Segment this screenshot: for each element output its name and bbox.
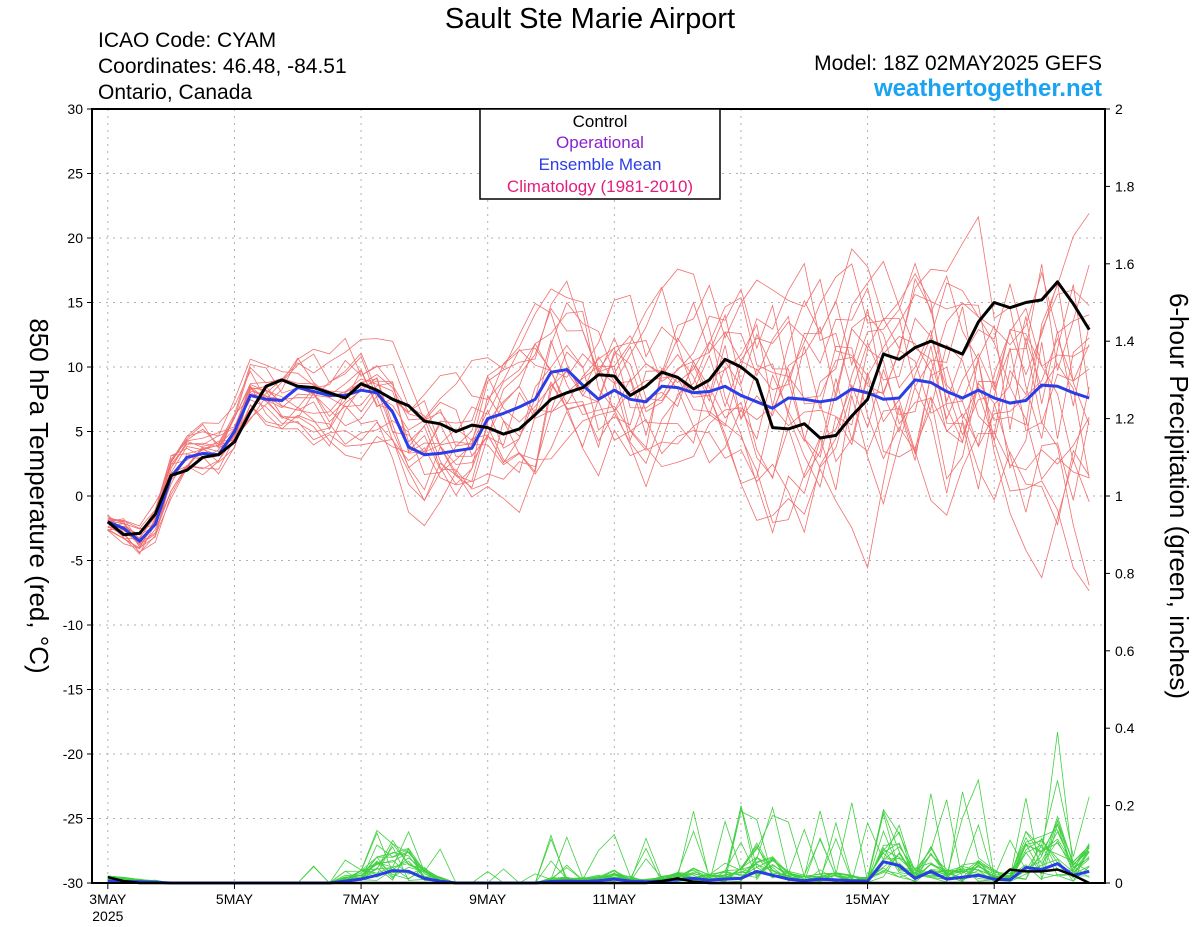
y2-tick-label: 1.4 bbox=[1115, 333, 1135, 349]
y-tick-label: -15 bbox=[63, 682, 83, 698]
y2-tick-label: 0 bbox=[1115, 875, 1123, 891]
temp-member-line bbox=[107, 297, 1090, 536]
y-tick-label: -10 bbox=[63, 617, 83, 633]
y-tick-label: 5 bbox=[75, 424, 83, 440]
temp-member-line bbox=[107, 288, 1090, 570]
y-tick-label: 10 bbox=[67, 359, 83, 375]
y-axis-label: 850 hPa Temperature (red, °C) bbox=[24, 318, 54, 673]
y-tick-label: 20 bbox=[67, 230, 83, 246]
legend: Control Operational Ensemble Mean Climat… bbox=[479, 108, 721, 200]
temp-member-line bbox=[107, 268, 1090, 540]
ensemble-mean-temp-line bbox=[107, 368, 1090, 543]
control-temp-line bbox=[106, 280, 1091, 537]
legend-operational: Operational bbox=[556, 133, 644, 152]
x-tick-label: 3MAY bbox=[89, 891, 127, 907]
precip-member-line bbox=[107, 798, 1090, 884]
axis-ticks: 302520151050-5-10-15-20-25-3021.81.61.41… bbox=[63, 101, 1135, 924]
x-tick-year: 2025 bbox=[92, 908, 123, 924]
coordinates: Coordinates: 46.48, -84.51 bbox=[98, 55, 347, 78]
y2-tick-label: 0.8 bbox=[1115, 565, 1135, 581]
x-tick-label: 7MAY bbox=[343, 891, 381, 907]
precip-member-line bbox=[107, 731, 1090, 884]
x-tick-label: 9MAY bbox=[469, 891, 507, 907]
temp-member-line bbox=[107, 282, 1090, 553]
temp-member-line bbox=[107, 289, 1090, 546]
y-tick-label: 30 bbox=[67, 101, 83, 117]
legend-box bbox=[479, 108, 721, 200]
temp-member-line bbox=[107, 282, 1090, 555]
y2-tick-label: 0.6 bbox=[1115, 643, 1135, 659]
precip-member-line bbox=[107, 810, 1090, 884]
temp-member-line bbox=[107, 263, 1090, 550]
x-tick-label: 5MAY bbox=[216, 891, 254, 907]
site-link[interactable]: weathertogether.net bbox=[873, 75, 1102, 102]
x-tick-label: 15MAY bbox=[845, 891, 891, 907]
legend-climatology: Climatology (1981-2010) bbox=[507, 177, 693, 196]
y2-tick-label: 0.2 bbox=[1115, 798, 1135, 814]
y-tick-label: -25 bbox=[63, 811, 83, 827]
region: Ontario, Canada bbox=[98, 81, 253, 104]
model-run: Model: 18Z 02MAY2025 GEFS bbox=[814, 52, 1102, 75]
x-tick-label: 13MAY bbox=[719, 891, 765, 907]
y-tick-label: 15 bbox=[67, 295, 83, 311]
temp-member-line bbox=[107, 248, 1090, 548]
y2-tick-label: 1 bbox=[1115, 488, 1123, 504]
temp-member-line bbox=[107, 264, 1090, 539]
y-tick-label: -5 bbox=[71, 553, 84, 569]
y-tick-label: -20 bbox=[63, 746, 83, 762]
temp-member-line bbox=[107, 215, 1090, 554]
chart-title: Sault Ste Marie Airport bbox=[444, 3, 736, 35]
temp-member-line bbox=[107, 306, 1090, 592]
y-tick-label: -30 bbox=[63, 875, 83, 891]
y-tick-label: 25 bbox=[67, 166, 83, 182]
y2-tick-label: 0.4 bbox=[1115, 720, 1135, 736]
icao-code: ICAO Code: CYAM bbox=[98, 29, 277, 52]
x-tick-label: 11MAY bbox=[592, 891, 636, 907]
y2-tick-label: 1.2 bbox=[1115, 411, 1135, 427]
ensemble-members bbox=[107, 213, 1090, 884]
precip-member-line bbox=[107, 829, 1090, 884]
temp-member-line bbox=[107, 262, 1090, 579]
legend-control: Control bbox=[573, 112, 628, 131]
x-tick-label: 17MAY bbox=[972, 891, 1018, 907]
y2-tick-label: 2 bbox=[1115, 101, 1123, 117]
y2-axis-label: 6-hour Precipitation (green, inches) bbox=[1164, 293, 1194, 699]
y2-tick-label: 1.6 bbox=[1115, 256, 1135, 272]
legend-ensemble-mean: Ensemble Mean bbox=[539, 155, 662, 174]
y-tick-label: 0 bbox=[75, 488, 83, 504]
y2-tick-label: 1.8 bbox=[1115, 178, 1135, 194]
precip-member-line bbox=[107, 811, 1090, 884]
